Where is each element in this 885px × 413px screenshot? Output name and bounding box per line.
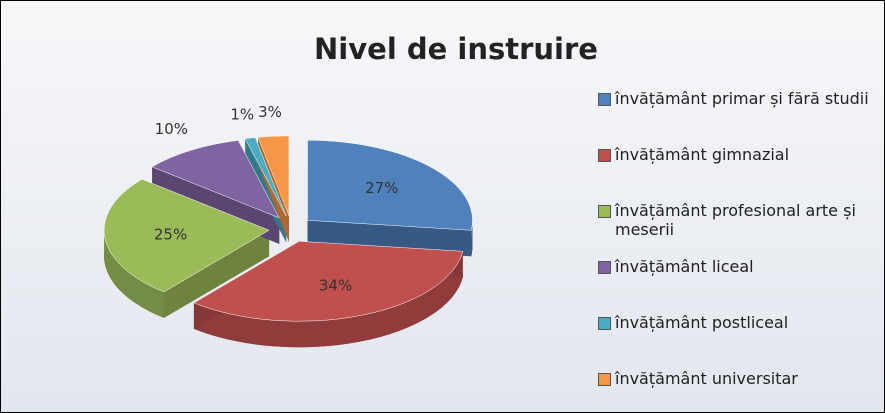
- legend-swatch: [598, 261, 611, 274]
- legend-item: învățământ primar și fără studii: [598, 89, 883, 145]
- legend: învățământ primar și fără studii învățămâ…: [598, 89, 883, 412]
- slice: [257, 135, 290, 216]
- legend-swatch: [598, 205, 611, 218]
- slice: [244, 137, 287, 217]
- legend-label: învățământ primar și fără studii: [615, 89, 869, 108]
- legend-swatch: [598, 149, 611, 162]
- data-label: 25%: [154, 225, 187, 243]
- legend-label: învățământ profesional arte și meserii: [615, 201, 856, 239]
- data-label: 27%: [365, 179, 398, 197]
- legend-swatch: [598, 317, 611, 330]
- legend-label: învățământ gimnazial: [615, 145, 790, 164]
- slice: [151, 140, 280, 219]
- legend-label: învățământ universitar: [615, 369, 798, 388]
- legend-item: învățământ liceal: [598, 257, 883, 313]
- legend-item: învățământ gimnazial: [598, 145, 883, 201]
- chart-title: Nivel de instruire: [314, 32, 598, 66]
- slice: [193, 241, 464, 322]
- data-label: 10%: [155, 120, 188, 138]
- slice-wall: [163, 230, 270, 318]
- slice-side: [193, 251, 463, 348]
- data-label: 3%: [258, 103, 282, 121]
- legend-item: învățământ postliceal: [598, 313, 883, 369]
- data-label: 34%: [319, 276, 352, 294]
- slice-side: [104, 230, 164, 318]
- legend-label: învățământ liceal: [615, 257, 754, 276]
- legend-item: învățământ profesional arte și meserii: [598, 201, 883, 257]
- data-label: 1%: [230, 105, 254, 123]
- slice: [307, 140, 473, 231]
- legend-swatch: [598, 93, 611, 106]
- legend-swatch: [598, 373, 611, 386]
- legend-label: învățământ postliceal: [615, 313, 789, 332]
- slice: [103, 178, 270, 293]
- legend-item: învățământ universitar: [598, 369, 883, 412]
